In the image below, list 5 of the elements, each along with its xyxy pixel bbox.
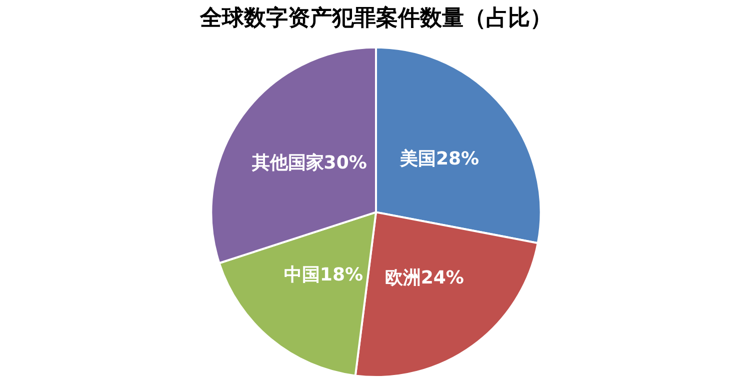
slice-label: 其他国家30% bbox=[250, 152, 367, 174]
chart-title: 全球数字资产犯罪案件数量（占比） bbox=[199, 4, 552, 31]
slice-label: 中国18% bbox=[284, 264, 364, 286]
slice-label: 美国28% bbox=[398, 148, 480, 170]
slice-label: 欧洲24% bbox=[384, 268, 464, 289]
